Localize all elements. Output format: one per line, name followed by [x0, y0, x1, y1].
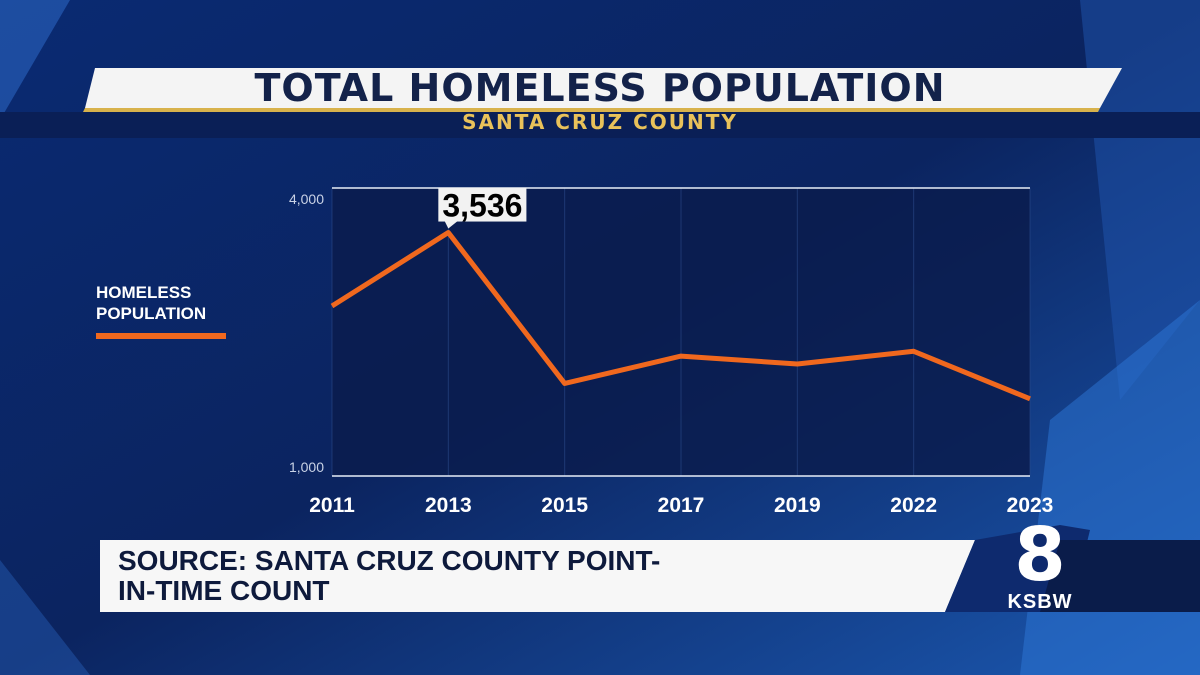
value-label-box: [438, 187, 527, 222]
x-tick-label: 2017: [658, 494, 705, 517]
x-tick-label: 2015: [541, 494, 588, 517]
y-tick-label: 1,000: [289, 459, 324, 475]
legend-swatch: [96, 333, 226, 339]
value-label-pointer: [444, 220, 459, 229]
chart-subtitle: SANTA CRUZ COUNTY: [462, 110, 738, 134]
x-tick-label: 2011: [309, 494, 355, 517]
logo-name: KSBW: [1007, 591, 1073, 613]
y-tick-label: 4,000: [289, 191, 324, 207]
value-label: 3,536: [442, 188, 522, 224]
legend-label: HOMELESS POPULATION: [96, 283, 207, 323]
x-tick-label: 2013: [425, 494, 472, 517]
source-note: SOURCE: SANTA CRUZ COUNTY POINT-IN-TIME …: [118, 545, 661, 606]
x-tick-label: 2019: [774, 494, 821, 517]
x-tick-label: 2022: [890, 494, 937, 517]
data-line: [330, 230, 1031, 402]
logo-number: 8: [1014, 512, 1066, 598]
chart-title: TOTAL HOMELESS POPULATION: [254, 66, 946, 110]
x-tick-label: 2023: [1007, 494, 1054, 517]
